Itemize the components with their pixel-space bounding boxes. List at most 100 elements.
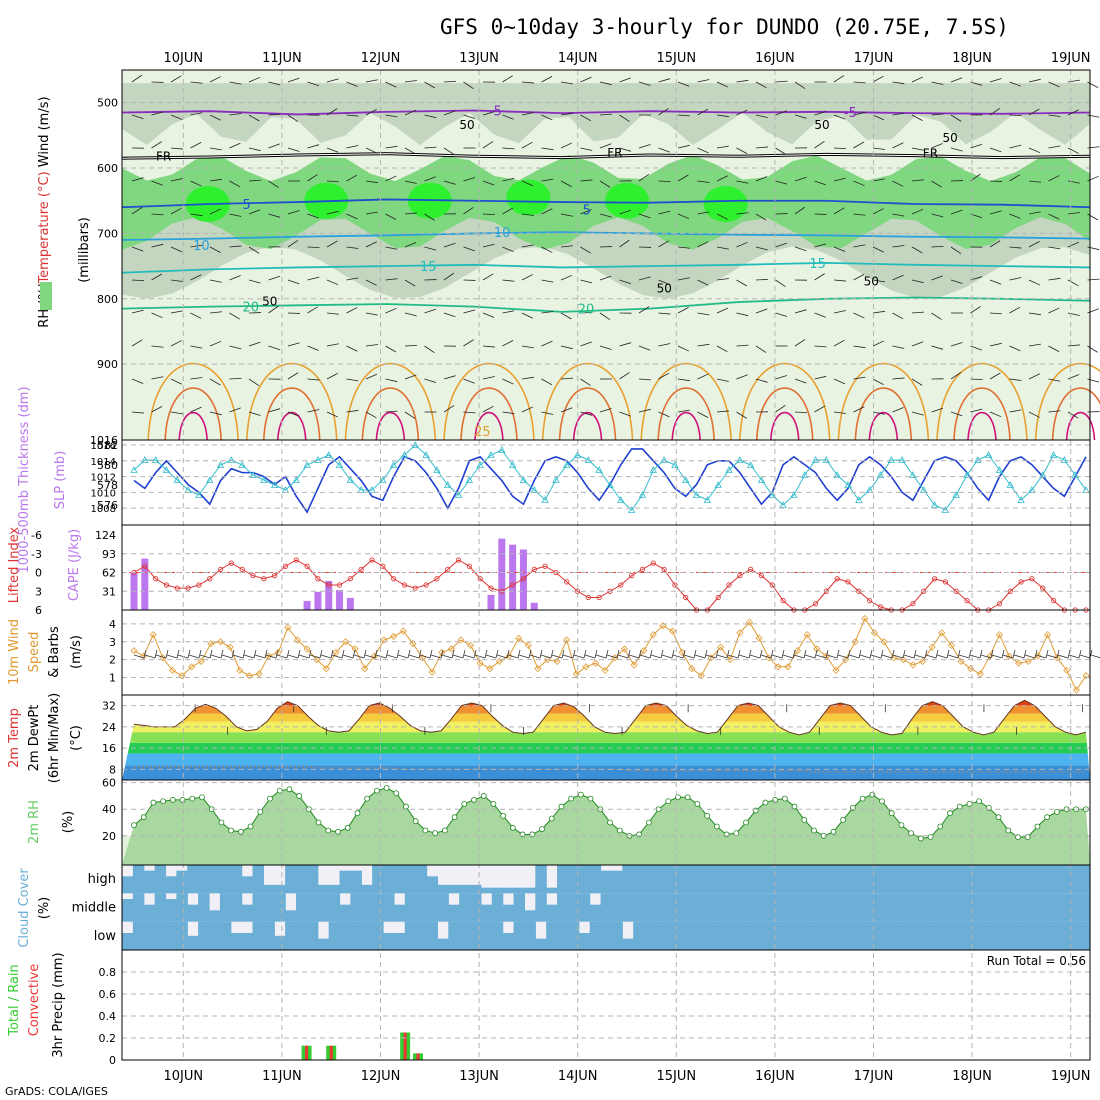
wind-barb [677, 409, 690, 413]
cloud-cell [350, 921, 362, 950]
wind-speed-marker [640, 647, 648, 655]
temp-band [122, 705, 1090, 714]
surface-wind-barb-feather [440, 649, 444, 659]
cloud-cell [372, 921, 384, 950]
thickness-marker [909, 471, 917, 478]
wind-barb [170, 178, 183, 182]
wind-barb [424, 146, 437, 149]
temp-contour-surface [443, 362, 535, 441]
wind-barb [814, 111, 827, 116]
wind-barb [931, 245, 944, 248]
rh2m-marker [179, 797, 186, 803]
wind-barb [833, 310, 846, 314]
surface-wind-barb-feather [198, 649, 202, 659]
wind-barb [151, 213, 164, 216]
surface-wind-barb-feather [803, 649, 807, 659]
thickness-marker [444, 481, 452, 488]
thickness-marker [941, 506, 950, 513]
cloud-cell [1057, 865, 1069, 894]
lifted-index-marker [217, 566, 224, 572]
wind-speed-marker [832, 666, 840, 674]
wind-barb [892, 407, 904, 413]
wind-speed-marker [418, 654, 427, 662]
wind-barb [716, 307, 729, 314]
wind-speed-marker [851, 638, 859, 646]
surface-wind-barb [452, 654, 464, 659]
wind-barb [151, 406, 163, 413]
surface-wind-barb-feather [242, 649, 246, 659]
rh2m-marker [364, 795, 371, 802]
wind-barb [365, 411, 377, 419]
surface-wind-barb-feather [891, 649, 895, 659]
rh2m-marker [393, 790, 400, 797]
wind-barb [404, 180, 417, 184]
wind-barb [404, 312, 417, 317]
wind-barb [151, 111, 164, 116]
wind-speed-marker [1024, 657, 1032, 665]
wind-barb [443, 272, 455, 281]
wind-barb [892, 213, 905, 217]
wind-barb [248, 246, 260, 254]
cloud-cell [687, 921, 700, 950]
wind-speed-marker [467, 641, 475, 649]
cloud-cell [1002, 865, 1015, 894]
wind-barb [638, 276, 651, 281]
wind-barb [580, 114, 592, 122]
cloud-cell [665, 893, 678, 922]
wind-barb [580, 341, 592, 347]
lifted-axis-label-part: Lifted Index [7, 526, 22, 603]
wind-barb [716, 246, 729, 250]
surface-wind-barb-feather [858, 649, 862, 659]
cloud-label-1-part: Cloud Cover [17, 868, 32, 948]
wind-barb [307, 144, 320, 149]
cloud-cell [241, 876, 254, 894]
temp-label-15: 15 [809, 257, 826, 272]
wind-barb [1067, 374, 1080, 380]
wind-speed-marker [399, 627, 407, 635]
wind-barb [1087, 378, 1100, 383]
wind-barb [404, 411, 416, 419]
temp-contour-surface [769, 411, 800, 441]
cloud-cell [122, 876, 134, 894]
wind-speed-marker [534, 665, 542, 673]
cloud-cell [296, 893, 308, 922]
wind-barb [346, 345, 358, 352]
rh2m-marker [500, 812, 507, 819]
rh2m-marker [927, 834, 934, 841]
lifted-index-marker [596, 594, 602, 601]
wind-barb [170, 411, 183, 415]
surface-wind-barb [969, 654, 981, 659]
cloud-cell [491, 921, 504, 950]
thickness-marker [801, 471, 809, 478]
thickness-marker [422, 451, 430, 458]
temp-label-3: (6hr Min/Max) [47, 693, 62, 783]
wind-barb [151, 273, 163, 281]
rh2m-marker [888, 810, 895, 817]
surface-wind-barb-feather [627, 649, 631, 659]
surface-wind-barb-feather [165, 649, 169, 659]
cloud-cell [350, 893, 362, 922]
thickness-marker [584, 456, 593, 463]
lifted-index-marker [877, 604, 884, 610]
temp-label-5: 5 [583, 204, 591, 219]
wind-barb [541, 311, 554, 314]
lifted-index-marker [683, 594, 689, 601]
cloud-cell [981, 865, 993, 894]
cloud-cell [502, 887, 515, 894]
cloud-cell [448, 921, 460, 950]
wind-speed-marker [553, 657, 561, 665]
thickness-marker [876, 471, 885, 478]
cloud-cell [198, 893, 210, 922]
rh2m-label-1-part: 2m RH [27, 800, 42, 844]
wind-barb [775, 404, 786, 413]
cloud-cell [317, 938, 330, 950]
wind-barb [892, 81, 905, 85]
lifted-index-marker [639, 566, 646, 572]
cloud-cell [828, 865, 841, 894]
thickness-marker [1060, 456, 1069, 463]
wind-speed-marker [409, 640, 417, 648]
wind-barb [326, 343, 339, 347]
lifted-index-marker [585, 594, 591, 601]
pressure-axis-label-part: (millibars) [77, 217, 92, 283]
cloud-cell [491, 893, 504, 922]
